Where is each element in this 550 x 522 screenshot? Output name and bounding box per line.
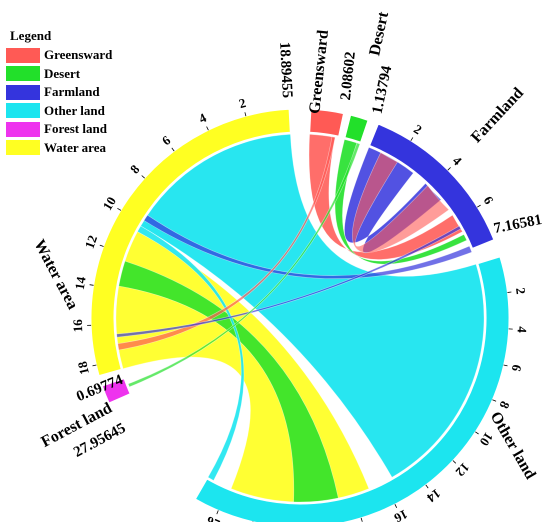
ribbon xyxy=(118,260,339,503)
legend-item: Greensward xyxy=(6,46,132,65)
total-forest-land: 0.69774 xyxy=(74,372,126,405)
ribbon xyxy=(308,133,463,260)
legend-swatch xyxy=(6,84,40,100)
tick-mark xyxy=(410,137,414,142)
legend-swatch xyxy=(6,47,40,63)
ribbon xyxy=(117,136,336,351)
total-farmland: 7.16581 xyxy=(492,212,543,237)
tick-label: 18 xyxy=(74,360,92,377)
tick-label: 2 xyxy=(237,95,247,111)
group-name-greensward: Greensward xyxy=(306,29,332,115)
legend-items: Greensward Desert Farmland Other land Forest… xyxy=(6,46,132,157)
ribbon xyxy=(137,225,245,481)
legend-label: Other land xyxy=(44,102,105,118)
arc-forest-land xyxy=(101,377,131,404)
tick-label: 8 xyxy=(127,161,143,176)
legend-label: Greensward xyxy=(44,47,113,63)
total-water-area: 18.89455 xyxy=(276,41,295,98)
tick-mark xyxy=(394,504,398,508)
tick-label: 6 xyxy=(509,363,525,373)
ribbon-layer xyxy=(115,133,485,503)
tick-label: 2 xyxy=(513,287,529,295)
ribbon xyxy=(352,152,450,253)
legend-swatch xyxy=(6,66,40,82)
tick-label: 6 xyxy=(481,193,497,207)
group-name-water-area: Water area xyxy=(30,237,81,312)
legend-swatch xyxy=(6,121,40,137)
tick-label: 6 xyxy=(159,132,174,148)
legend-label: Forest land xyxy=(44,121,107,137)
arc-other-land xyxy=(194,256,510,522)
tick-mark xyxy=(92,364,97,367)
ribbon xyxy=(116,225,462,338)
arc-greensward xyxy=(309,108,345,137)
group-name-other-land: Other land xyxy=(487,409,539,482)
tick-label: 16 xyxy=(391,507,410,522)
legend-title: Legend xyxy=(10,28,52,43)
legend-label: Farmland xyxy=(44,84,100,100)
tick-mark xyxy=(452,460,457,464)
tick-mark xyxy=(492,399,497,402)
total-greensward: 2.08602 xyxy=(338,51,359,101)
tick-label: 4 xyxy=(196,110,209,127)
tick-mark xyxy=(117,207,122,211)
arc-farmland xyxy=(369,123,495,249)
legend-item: Water area xyxy=(6,139,132,158)
tick-mark xyxy=(99,244,104,247)
group-name-farmland: Farmland xyxy=(468,85,527,147)
tick-mark xyxy=(475,431,479,435)
tick-label: 2 xyxy=(411,121,424,137)
tick-label: 12 xyxy=(82,233,101,250)
tick-label: 4 xyxy=(450,153,466,169)
legend-swatch xyxy=(6,103,40,119)
tick-mark xyxy=(141,175,145,179)
tick-label: 14 xyxy=(72,275,89,291)
ribbon xyxy=(143,214,473,279)
legend-item: Other land xyxy=(6,102,132,121)
tick-mark xyxy=(89,284,94,286)
total-desert: 1.13794 xyxy=(370,64,396,116)
tick-label: 14 xyxy=(424,486,444,506)
legend-item: Forest land xyxy=(6,120,132,139)
tick-mark xyxy=(507,291,512,293)
tick-label: 4 xyxy=(515,326,530,334)
legend: Legend Greensward Desert Farmland Other lan… xyxy=(6,28,132,157)
tick-mark xyxy=(360,517,363,522)
legend-swatch xyxy=(6,140,40,156)
group-name-desert: Desert xyxy=(366,10,392,58)
ribbon xyxy=(127,142,361,388)
tick-label: 10 xyxy=(477,430,497,449)
tick-mark xyxy=(425,484,429,489)
tick-mark xyxy=(244,112,247,117)
arc-layer xyxy=(90,108,510,522)
arc-water-area xyxy=(90,108,291,377)
tick-mark xyxy=(476,204,481,208)
tick-mark xyxy=(447,167,451,171)
tick-label: 26 xyxy=(204,513,222,522)
tick-mark xyxy=(171,147,175,152)
tick-label: 10 xyxy=(100,194,120,213)
tick-mark xyxy=(216,510,219,515)
ribbon xyxy=(344,147,442,254)
arc-desert xyxy=(344,114,369,143)
tick-mark xyxy=(206,126,209,131)
tick-label: 16 xyxy=(70,318,85,332)
legend-label: Water area xyxy=(44,139,106,155)
tick-mark xyxy=(503,364,508,367)
legend-label: Desert xyxy=(44,65,81,81)
legend-item: Desert xyxy=(6,65,132,84)
legend-item: Farmland xyxy=(6,83,132,102)
